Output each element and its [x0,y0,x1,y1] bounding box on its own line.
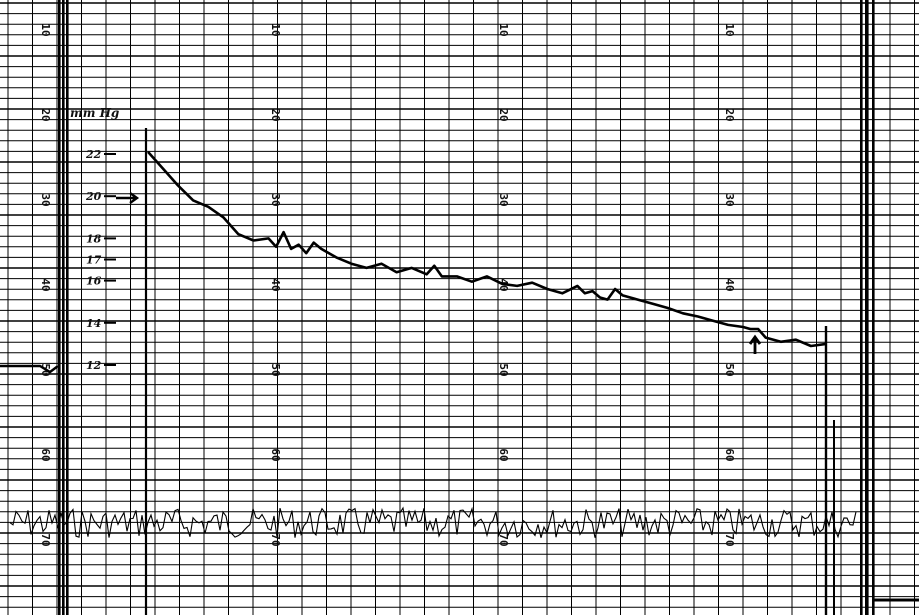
paper-digit: 50 [497,363,510,376]
y-tick-label: 17 [86,254,102,267]
pressure-trace-series [147,151,827,348]
paper-digit: 50 [723,363,736,376]
paper-digit: 30 [269,193,282,206]
paper-digit: 60 [269,448,282,461]
y-axis-label: mm Hg [70,106,119,120]
paper-digit: 50 [269,363,282,376]
paper-digit: 10 [723,23,736,36]
paper-digit: 10 [39,23,52,36]
paper-digit: 30 [497,193,510,206]
thick-marker-bar [860,0,863,615]
paper-digit: 70 [723,533,736,546]
paper-digit: 60 [723,448,736,461]
paper-digit: 10 [497,23,510,36]
paper-digit: 70 [269,533,282,546]
y-tick-label: 22 [85,148,102,161]
paper-digit: 20 [269,108,282,121]
y-tick-label: 20 [85,190,102,203]
thick-marker-bar [872,0,875,615]
paper-printed-digits: 10 20 30 40 50 60 70 10 20 30 40 50 60 70 10 20 30 40 50 60… [39,23,736,546]
pressure-trace-line [147,151,827,348]
paper-digit: 30 [39,193,52,206]
trace-annotations [116,192,762,354]
y-tick-label: 16 [86,275,102,288]
paper-digit: 20 [497,108,510,121]
baseline-trace [0,364,59,374]
paper-digit: 30 [723,193,736,206]
paper-digit: 20 [723,108,736,121]
thick-marker-bar [62,0,65,615]
paper-digit: 70 [497,533,510,546]
arrow-up-icon [748,334,762,354]
thick-marker-bar [58,0,61,615]
y-tick-label: 12 [86,359,102,372]
paper-digit: 20 [39,108,52,121]
y-tick-label: 18 [86,232,102,245]
oscillation-trace-line [9,506,857,539]
paper-digit: 60 [497,448,510,461]
lower-oscillation-trace [9,506,857,539]
paper-digit: 40 [269,278,282,291]
arrow-right-icon [116,192,140,204]
y-tick-label: 14 [86,317,101,330]
paper-digit: 40 [39,278,52,291]
y-axis-tick-labels: 22 20 18 17 16 14 12 [85,148,116,372]
paper-digit: 60 [39,448,52,461]
paper-digit: 70 [39,533,52,546]
paper-digit: 40 [723,278,736,291]
paper-digit: 10 [269,23,282,36]
thick-marker-bar [66,0,69,615]
thick-marker-bar [866,0,869,615]
